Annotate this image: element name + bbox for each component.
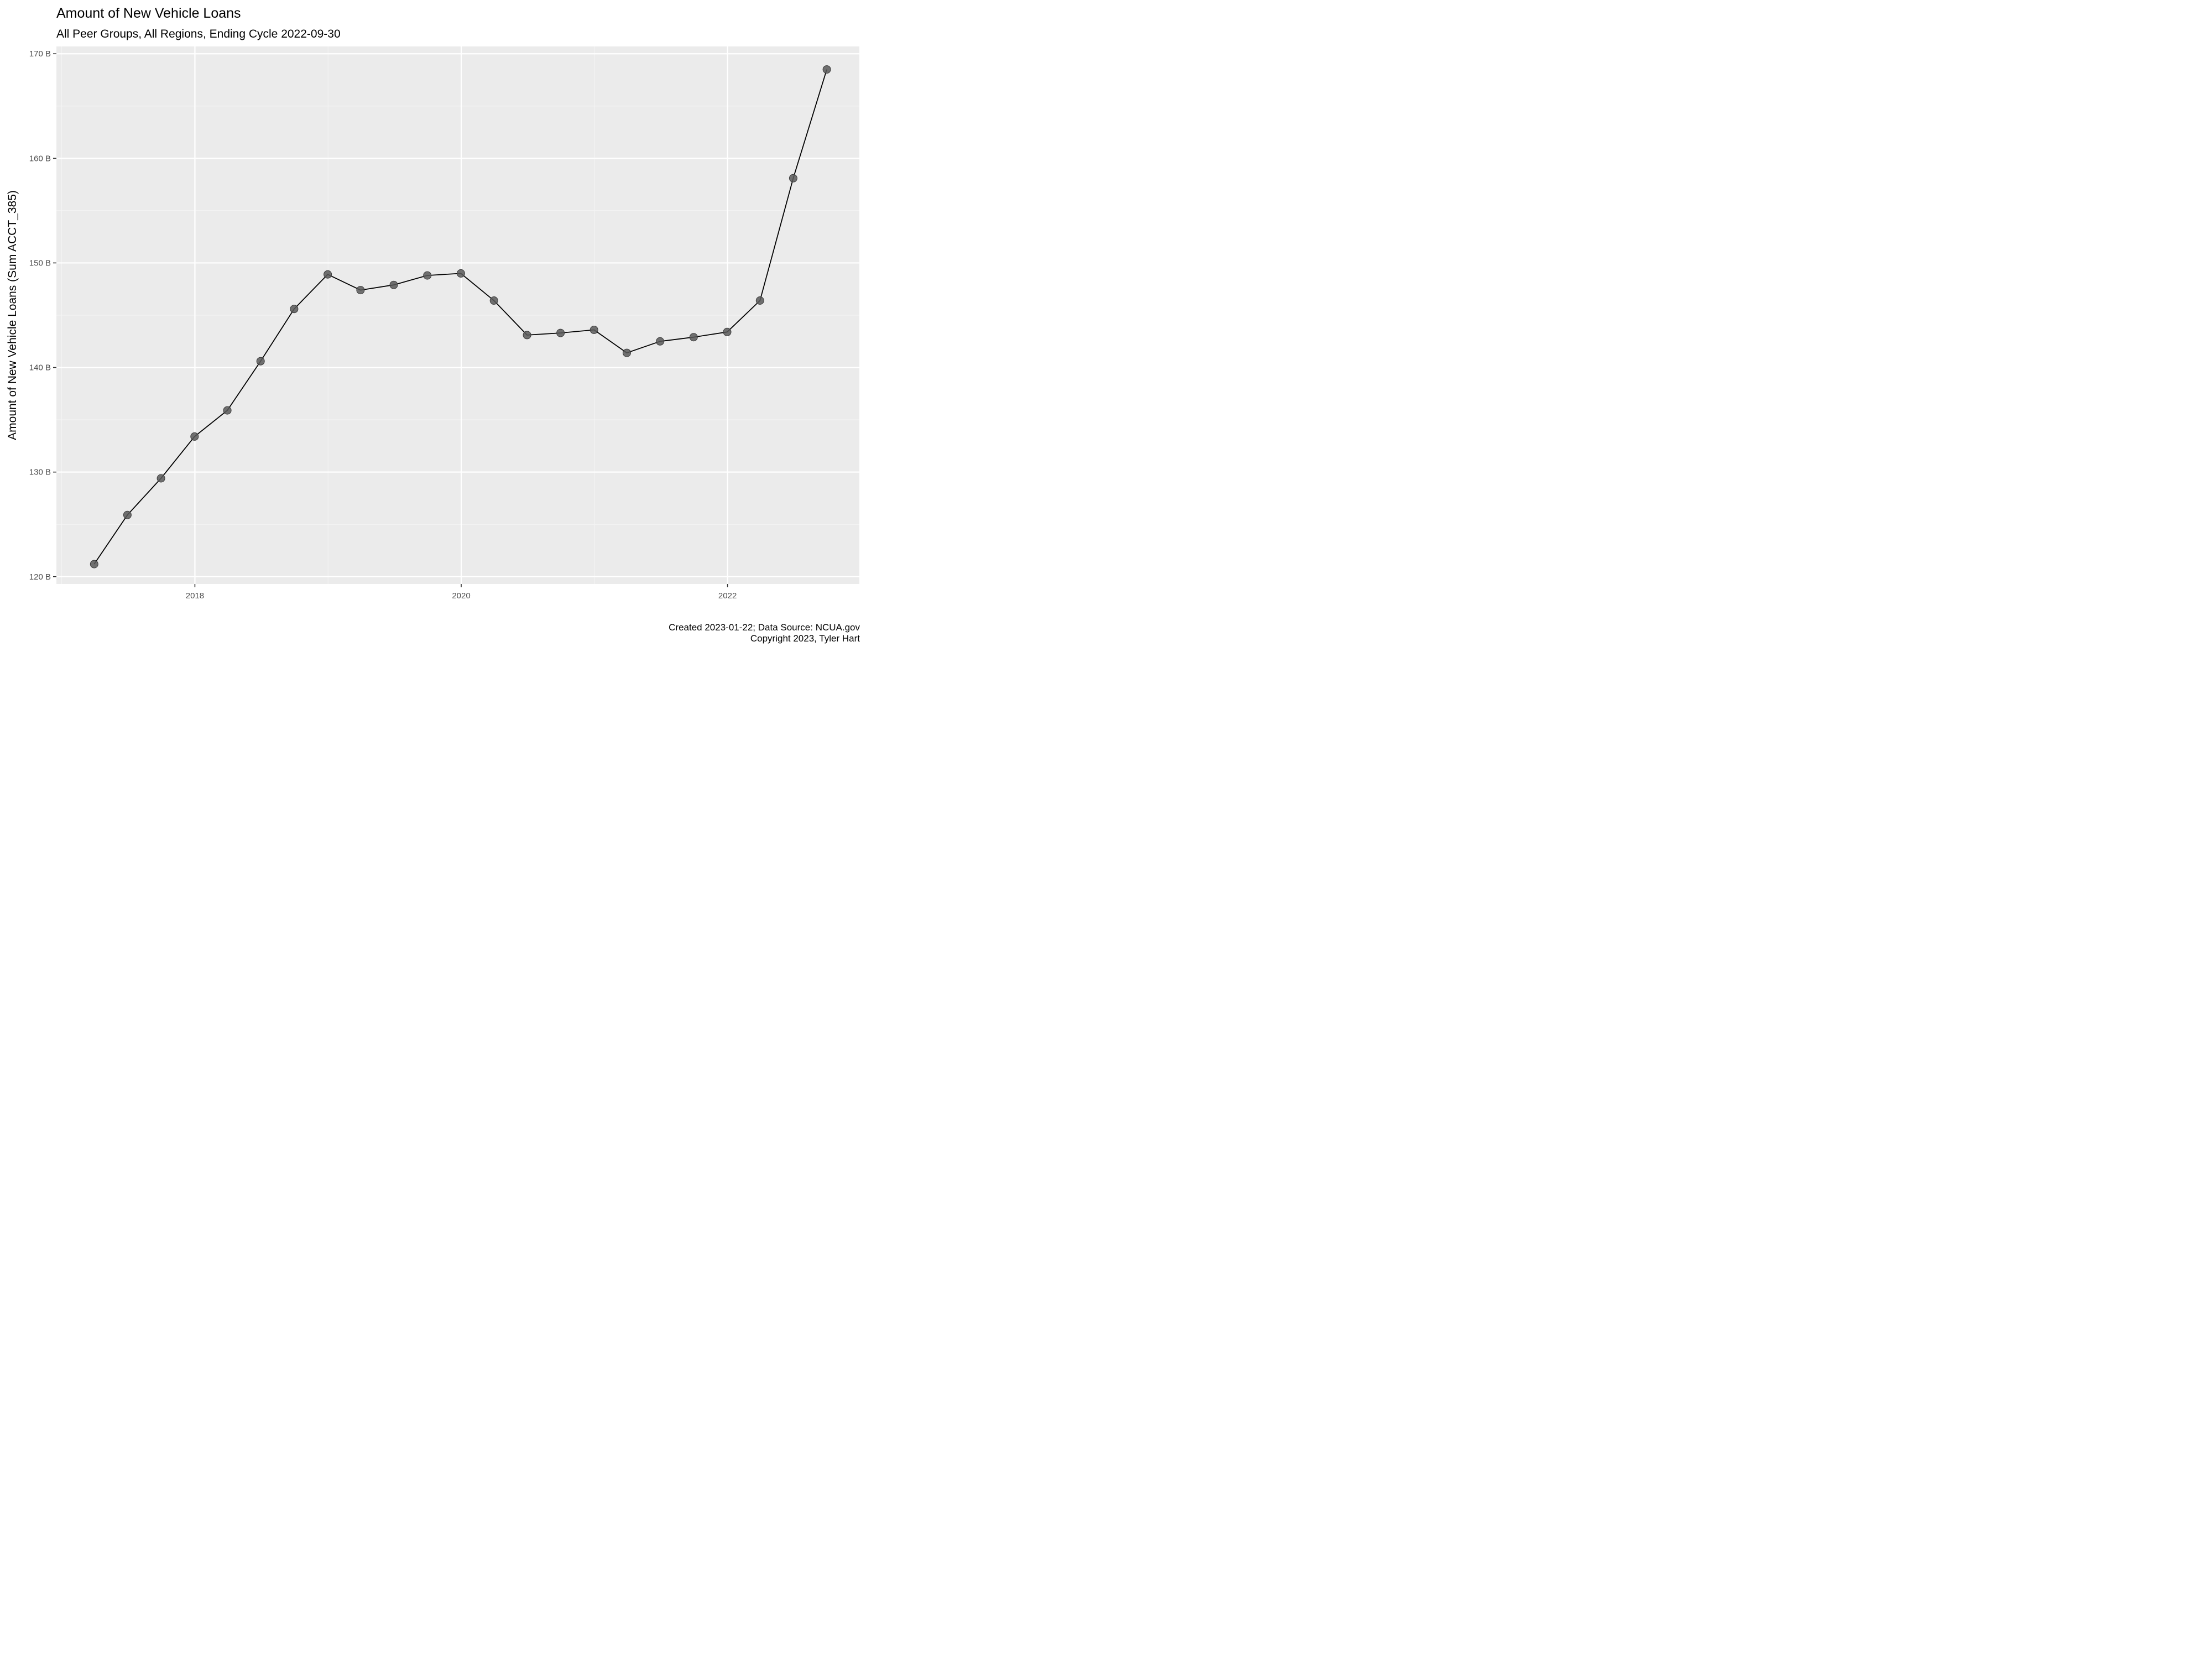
- y-tick-label: 170 B: [29, 49, 51, 59]
- y-tick-label: 130 B: [29, 468, 51, 477]
- data-point: [190, 432, 199, 441]
- data-point: [423, 271, 432, 280]
- data-point: [755, 296, 764, 305]
- data-point: [822, 65, 831, 74]
- x-tick-label: 2020: [452, 591, 470, 601]
- caption-line-1: Created 2023-01-22; Data Source: NCUA.go…: [669, 622, 860, 633]
- y-tick-label: 120 B: [29, 572, 51, 582]
- data-point: [156, 474, 165, 483]
- data-point: [456, 269, 465, 278]
- x-tick-label: 2022: [718, 591, 737, 601]
- chart-subtitle: All Peer Groups, All Regions, Ending Cyc…: [56, 28, 341, 40]
- chart-root: Amount of New Vehicle Loans All Peer Gro…: [0, 0, 867, 650]
- data-point: [324, 270, 332, 279]
- grid-minor-lines: [56, 46, 859, 584]
- y-tick-label: 150 B: [29, 258, 51, 268]
- data-point: [223, 406, 232, 415]
- data-point: [656, 337, 665, 346]
- x-axis-tick-labels: 2018 2020 2022: [186, 591, 737, 601]
- data-point: [123, 510, 132, 519]
- data-point: [90, 560, 98, 568]
- y-tick-label: 160 B: [29, 154, 51, 163]
- data-point: [623, 348, 631, 357]
- y-axis-tick-labels: 120 B 130 B 140 B 150 B 160 B 170 B: [29, 49, 51, 582]
- data-point: [389, 280, 398, 289]
- chart-title: Amount of New Vehicle Loans: [56, 6, 241, 21]
- caption-line-2: Copyright 2023, Tyler Hart: [750, 633, 860, 644]
- grid-major-lines: [56, 46, 859, 584]
- data-point: [589, 326, 598, 334]
- data-point: [789, 174, 797, 182]
- data-point: [689, 333, 698, 342]
- points-layer: [90, 65, 831, 568]
- data-point: [356, 286, 365, 295]
- y-axis-title: Amount of New Vehicle Loans (Sum ACCT_38…: [6, 190, 19, 440]
- x-tick-label: 2018: [186, 591, 204, 601]
- data-point: [489, 296, 498, 305]
- y-tick-label: 140 B: [29, 363, 51, 373]
- data-point: [256, 357, 265, 366]
- axis-tick-marks: [53, 53, 728, 587]
- data-point: [723, 327, 732, 336]
- data-point: [523, 331, 531, 340]
- data-point: [290, 305, 299, 314]
- data-point: [556, 328, 565, 337]
